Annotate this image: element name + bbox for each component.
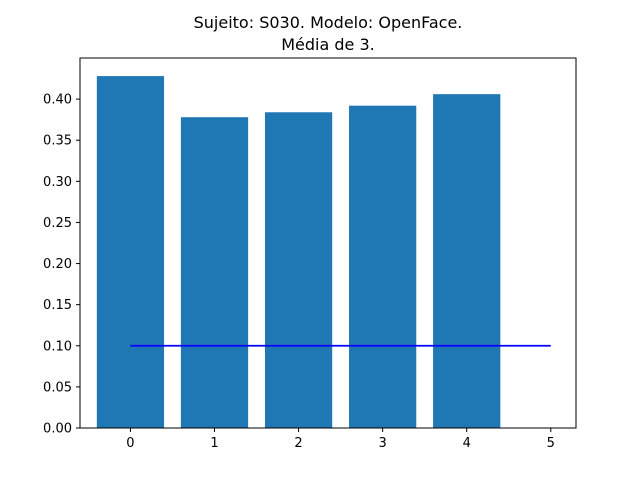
bar-4	[433, 94, 501, 428]
y-tick-label: 0.00	[43, 422, 72, 437]
y-tick-label: 0.30	[43, 175, 72, 190]
bar-0	[96, 76, 165, 428]
chart-title-line-2: Média de 3.	[281, 35, 375, 54]
y-tick-label: 0.40	[43, 93, 72, 108]
bar-1	[180, 117, 249, 428]
y-tick-label: 0.15	[43, 298, 72, 313]
y-tick-label: 0.35	[43, 134, 72, 149]
plot-frame	[79, 57, 577, 429]
y-tick-label: 0.05	[43, 380, 72, 395]
x-tick-label: 5	[547, 436, 555, 451]
y-axis: 0.00 0.05 0.10 0.15 0.20 0.25 0.30 0.35 0.40	[43, 93, 80, 437]
y-tick-label: 0.10	[43, 339, 72, 354]
x-axis: 0 1 2 3 4 5	[126, 428, 555, 451]
bar-2	[264, 112, 333, 429]
x-tick-label: 4	[463, 436, 471, 451]
x-tick-label: 2	[294, 436, 302, 451]
bars-group	[96, 76, 501, 429]
y-tick-label: 0.25	[43, 216, 72, 231]
y-tick-label: 0.20	[43, 257, 72, 272]
x-tick-label: 3	[379, 436, 387, 451]
x-tick-label: 0	[126, 436, 134, 451]
chart-title-line-1: Sujeito: S030. Modelo: OpenFace.	[194, 13, 463, 32]
bar-3	[349, 105, 417, 428]
x-tick-label: 1	[210, 436, 218, 451]
